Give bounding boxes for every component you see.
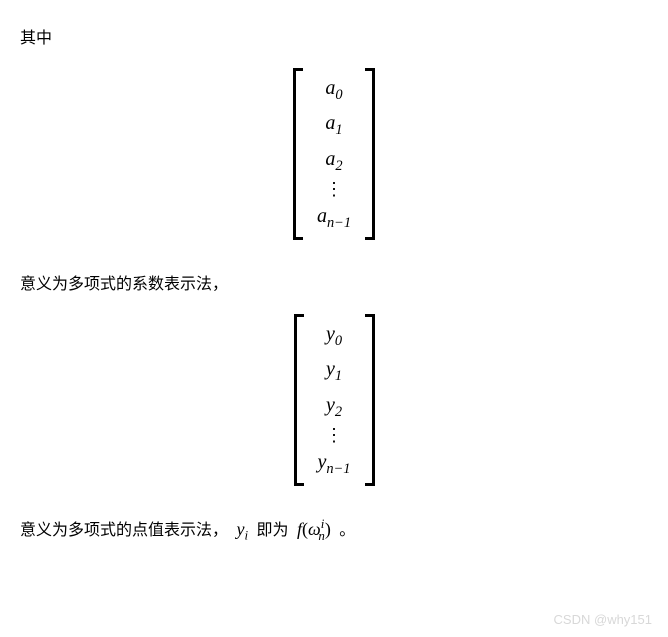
f-omega-inline: f(ωin) (297, 519, 331, 539)
matrix-y: y0 y1 y2 ⋮ yn−1 (294, 314, 375, 486)
pv-part3: 。 (339, 522, 355, 539)
matrix-a-row-1: a1 (325, 111, 342, 139)
right-bracket (365, 68, 375, 240)
matrix-a-block: a0 a1 a2 ⋮ an−1 (20, 68, 648, 240)
matrix-a-row-0: a0 (325, 76, 342, 104)
matrix-a-vdots: ⋮ (325, 182, 343, 197)
yi-inline: yi (236, 519, 248, 539)
intro-text: 其中 (20, 24, 648, 48)
left-bracket (294, 314, 304, 486)
matrix-y-content: y0 y1 y2 ⋮ yn−1 (304, 314, 365, 486)
matrix-a-row-4: an−1 (317, 204, 351, 232)
pv-part1: 意义为多项式的点值表示法， (20, 522, 228, 539)
matrix-y-row-4: yn−1 (318, 450, 351, 478)
matrix-y-block: y0 y1 y2 ⋮ yn−1 (20, 314, 648, 486)
matrix-y-row-0: y0 (326, 322, 342, 350)
matrix-a-row-2: a2 (325, 147, 342, 175)
right-bracket (365, 314, 375, 486)
matrix-y-row-1: y1 (326, 357, 342, 385)
watermark: CSDN @why151 (554, 612, 652, 627)
coefficient-text: 意义为多项式的系数表示法， (20, 270, 648, 294)
matrix-a: a0 a1 a2 ⋮ an−1 (293, 68, 375, 240)
pv-part2: 即为 (257, 522, 289, 539)
point-value-text: 意义为多项式的点值表示法， yi 即为 f(ωin) 。 (20, 516, 648, 544)
matrix-y-vdots: ⋮ (325, 428, 343, 443)
matrix-a-content: a0 a1 a2 ⋮ an−1 (303, 68, 365, 240)
matrix-y-row-2: y2 (326, 393, 342, 421)
left-bracket (293, 68, 303, 240)
